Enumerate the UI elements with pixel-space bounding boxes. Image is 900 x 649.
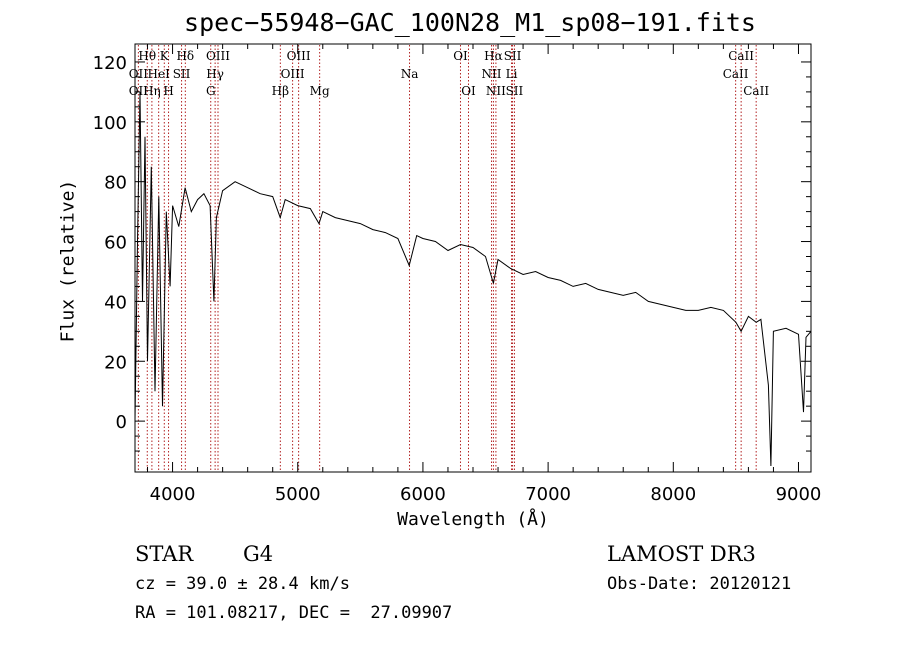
x-tick-label-5: 9000 xyxy=(776,484,822,505)
line-label-27: CaII xyxy=(743,84,769,98)
line-label-0: Hθ xyxy=(138,49,156,63)
line-label-1: K xyxy=(160,49,170,63)
line-label-6: Hα xyxy=(484,49,503,63)
line-label-9: OII xyxy=(129,67,149,81)
redshift-info: cz = 39.0 ± 28.4 km/s xyxy=(135,574,350,594)
y-tick-label-6: 120 xyxy=(93,53,127,74)
line-label-11: SII xyxy=(173,67,191,81)
line-label-7: SII xyxy=(504,49,522,63)
y-tick-label-5: 100 xyxy=(93,113,127,134)
x-tick-label-0: 4000 xyxy=(150,484,196,505)
line-label-18: OII xyxy=(129,84,149,98)
line-label-25: NII xyxy=(486,84,506,98)
x-tick-label-1: 5000 xyxy=(275,484,321,505)
line-label-16: Li xyxy=(506,67,518,81)
line-markers xyxy=(137,45,757,471)
y-axis: 0 20 40 60 80 100 120 xyxy=(93,53,811,452)
line-label-5: OI xyxy=(453,49,468,63)
line-label-26: SII xyxy=(506,84,524,98)
y-axis-label: Flux (relative) xyxy=(57,179,79,343)
plot-frame xyxy=(134,43,812,473)
line-label-10: HeI xyxy=(148,67,171,81)
line-label-3: OIII xyxy=(206,49,230,63)
line-label-24: OI xyxy=(461,84,476,98)
coordinates: RA = 101.08217, DEC = 27.09907 xyxy=(135,603,453,623)
line-label-19: Hη xyxy=(143,84,161,98)
survey-name: LAMOST DR3 xyxy=(607,542,756,566)
x-tick-label-2: 6000 xyxy=(400,484,446,505)
y-tick-label-3: 60 xyxy=(104,233,127,254)
line-label-14: Na xyxy=(401,67,419,81)
y-tick-label-1: 20 xyxy=(104,352,127,373)
line-label-22: Hβ xyxy=(272,84,289,98)
y-tick-label-4: 80 xyxy=(104,173,127,194)
line-label-12: Hγ xyxy=(206,67,224,81)
line-label-8: CaII xyxy=(728,49,754,63)
x-axis-label: Wavelength (Å) xyxy=(397,509,549,530)
line-label-21: G xyxy=(206,84,216,98)
line-label-15: NII xyxy=(482,67,502,81)
object-subclass: G4 xyxy=(243,542,274,566)
y-tick-label-0: 0 xyxy=(116,412,127,433)
x-axis: 4000 5000 6000 7000 8000 9000 xyxy=(147,44,822,505)
line-label-20: H xyxy=(163,84,173,98)
chart-title: spec−55948−GAC_100N28_M1_sp08−191.fits xyxy=(184,8,756,37)
line-label-2: Hδ xyxy=(176,49,194,63)
line-label-4: OIII xyxy=(287,49,311,63)
x-tick-label-4: 8000 xyxy=(650,484,696,505)
line-label-17: CaII xyxy=(723,67,749,81)
x-tick-label-3: 7000 xyxy=(525,484,571,505)
y-tick-label-2: 40 xyxy=(104,292,127,313)
object-class: STAR xyxy=(135,542,194,566)
line-label-13: OIII xyxy=(281,67,305,81)
spectrum-line xyxy=(134,91,812,467)
observation-date: Obs-Date: 20120121 xyxy=(607,574,792,594)
line-label-23: Mg xyxy=(310,84,330,98)
